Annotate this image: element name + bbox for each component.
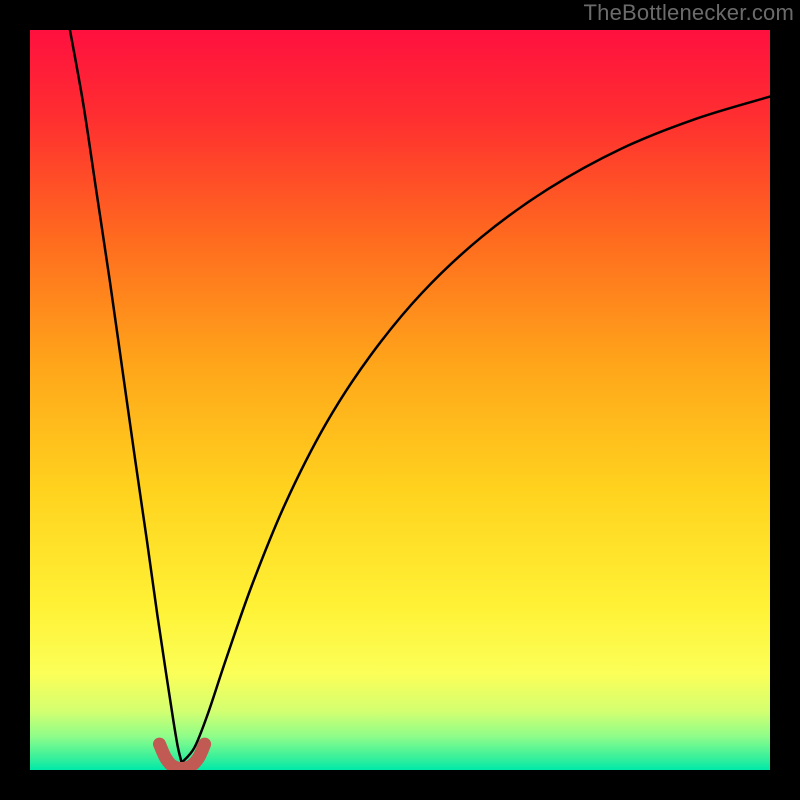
attribution-text: TheBottlenecker.com — [584, 0, 794, 26]
chart-stage: TheBottlenecker.com — [0, 0, 800, 800]
plot-svg — [0, 0, 800, 800]
plot-area — [30, 30, 770, 770]
